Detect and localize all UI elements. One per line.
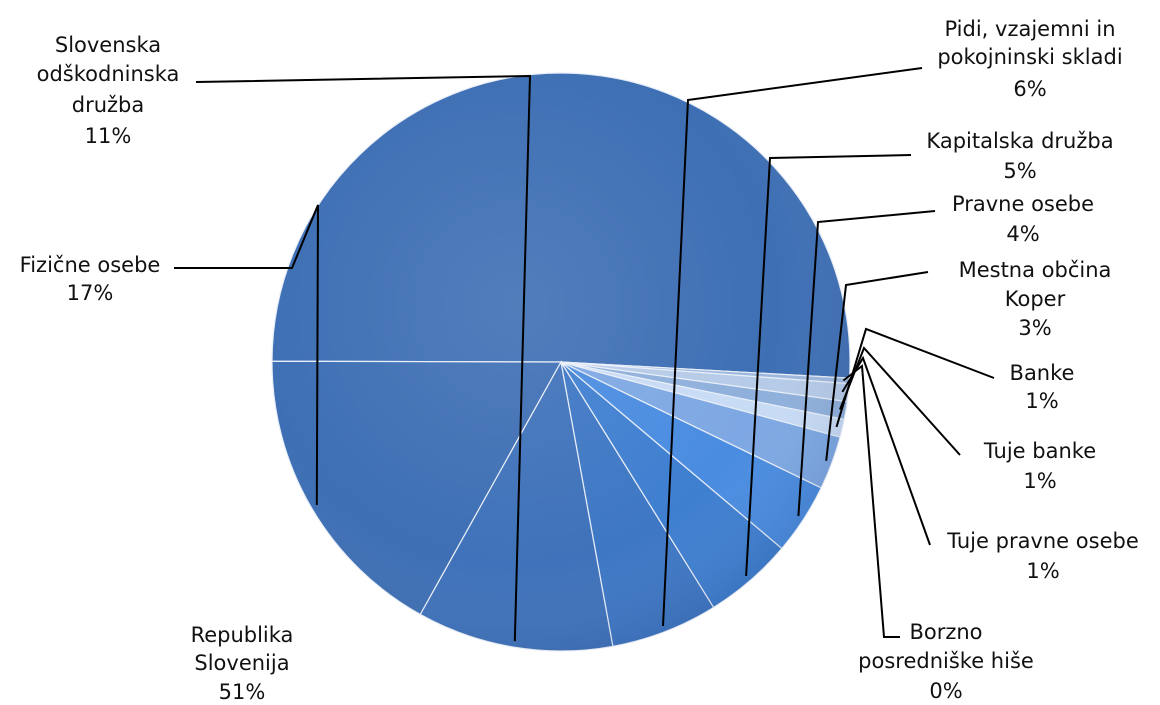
- slice-name-label: Slovenija: [194, 651, 289, 675]
- leader-lines: [174, 67, 995, 642]
- slice-percent-label: 5%: [1003, 159, 1036, 183]
- leader-line: [839, 346, 961, 456]
- data-label: Pidi, vzajemni in pokojninski skladi 6%: [937, 17, 1122, 101]
- slice-name-label: Borzno: [909, 620, 982, 644]
- data-label: Tuje pravne osebe 1%: [946, 529, 1139, 583]
- slice-name-label: Kapitalska družba: [926, 129, 1113, 153]
- slice-name-label: Pidi, vzajemni in: [944, 17, 1115, 41]
- data-label: Republika Slovenija 51%: [191, 623, 294, 704]
- slice-name-label: Tuje pravne osebe: [946, 529, 1139, 553]
- slice-percent-label: 11%: [85, 124, 132, 148]
- slice-percent-label: 1%: [1025, 389, 1058, 413]
- slice-labels: Republika Slovenija 51% Fizične osebe 17% Slo…: [20, 17, 1139, 704]
- slice-name-label: Republika: [191, 623, 294, 647]
- leader-line: [841, 355, 931, 546]
- slice-percent-label: 6%: [1013, 77, 1046, 101]
- data-label: Slovenska odškodninska družba 11%: [37, 33, 180, 148]
- slice-name-label: Koper: [1005, 287, 1066, 311]
- slice-name-label: pokojninski skladi: [937, 45, 1122, 69]
- leader-line: [797, 210, 936, 517]
- slice-name-label: Pravne osebe: [952, 192, 1094, 216]
- slice-name-label: Fizične osebe: [20, 253, 161, 277]
- data-label: Fizične osebe 17%: [20, 253, 161, 305]
- slice-name-label: Slovenska: [55, 33, 161, 57]
- slice-percent-label: 0%: [929, 679, 962, 701]
- slice-percent-label: 3%: [1018, 316, 1051, 340]
- slice-name-label: družba: [72, 93, 145, 117]
- slice-name-label: Mestna občina: [959, 258, 1112, 282]
- pie-slices: [271, 72, 851, 652]
- slice-percent-label: 4%: [1006, 222, 1039, 246]
- slice-name-label: Tuje banke: [983, 439, 1096, 463]
- data-label: Kapitalska družba 5%: [926, 129, 1113, 183]
- leader-line: [842, 364, 900, 638]
- leader-line: [195, 74, 532, 642]
- data-label: Tuje banke 1%: [983, 439, 1096, 493]
- leader-line: [835, 327, 995, 428]
- leader-line: [825, 271, 929, 461]
- data-label: Pravne osebe 4%: [952, 192, 1094, 246]
- slice-name-label: posredniške hiše: [858, 649, 1034, 673]
- slice-name-label: Banke: [1010, 361, 1075, 385]
- slice-percent-label: 51%: [219, 680, 266, 701]
- leader-line: [174, 204, 319, 506]
- data-label: Borzno posredniške hiše 0%: [858, 620, 1034, 703]
- leader-line: [662, 67, 923, 627]
- pie-slice: [271, 72, 851, 379]
- data-label: Banke 1%: [1010, 361, 1075, 413]
- data-label: Mestna občina Koper 3%: [959, 258, 1112, 340]
- leader-line: [745, 154, 912, 577]
- slice-name-label: odškodninska: [37, 62, 180, 86]
- slice-percent-label: 1%: [1023, 469, 1056, 493]
- slice-percent-label: 1%: [1026, 559, 1059, 583]
- slice-percent-label: 17%: [67, 281, 114, 305]
